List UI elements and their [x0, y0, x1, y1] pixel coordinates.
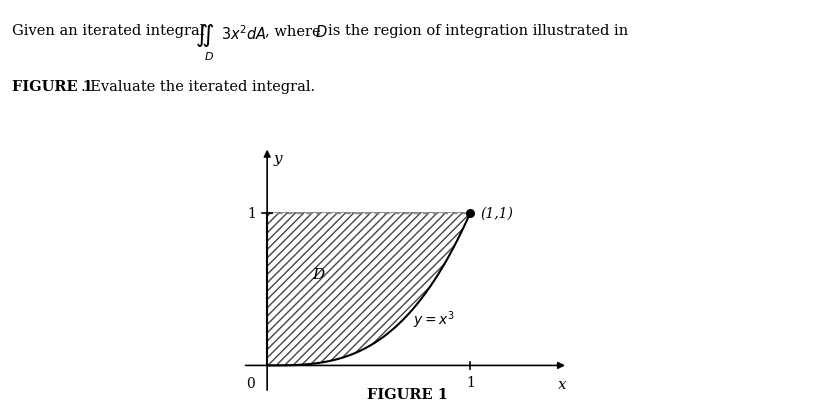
Text: FIGURE 1: FIGURE 1	[367, 387, 448, 401]
Text: 0: 0	[246, 376, 255, 390]
Text: (1,1): (1,1)	[481, 206, 514, 220]
Text: Given an iterated integral: Given an iterated integral	[12, 24, 205, 38]
Text: x: x	[557, 377, 566, 391]
Text: D: D	[312, 267, 324, 281]
Text: is the region of integration illustrated in: is the region of integration illustrated…	[328, 24, 628, 38]
Text: $D$: $D$	[315, 24, 328, 40]
Text: , where: , where	[265, 24, 321, 38]
Text: $y=x^3$: $y=x^3$	[413, 309, 455, 330]
Text: 1: 1	[247, 206, 256, 220]
Text: $3x^2dA$: $3x^2dA$	[221, 24, 267, 43]
Text: FIGURE 1: FIGURE 1	[12, 80, 93, 94]
Text: y: y	[274, 152, 282, 166]
Text: 1: 1	[466, 375, 475, 389]
Text: $D$: $D$	[203, 50, 214, 62]
Text: . Evaluate the iterated integral.: . Evaluate the iterated integral.	[81, 80, 314, 94]
Text: $\iint$: $\iint$	[194, 22, 214, 49]
